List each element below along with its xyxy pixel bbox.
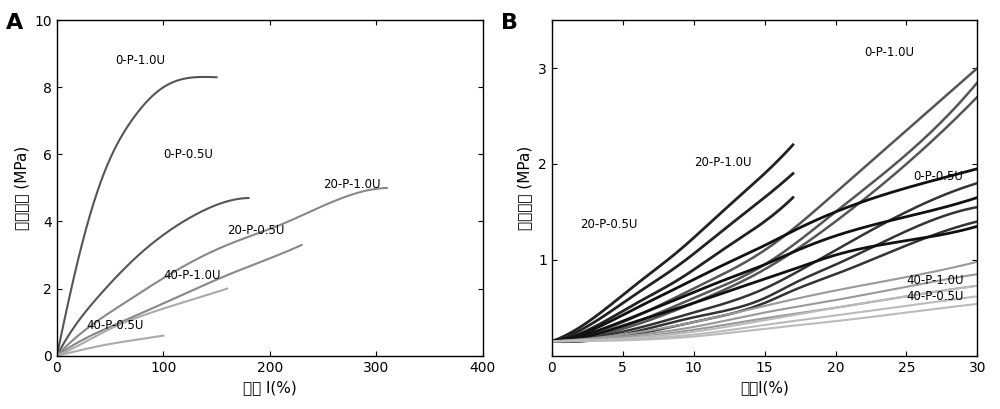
Text: 20-P-1.0U: 20-P-1.0U	[694, 156, 751, 169]
X-axis label: 形变l(%): 形变l(%)	[740, 380, 789, 395]
Text: A: A	[6, 13, 23, 34]
Text: 40-P-1.0U: 40-P-1.0U	[906, 274, 964, 287]
Text: 40-P-0.5U: 40-P-0.5U	[87, 319, 144, 332]
Text: B: B	[501, 13, 518, 34]
Text: 40-P-0.5U: 40-P-0.5U	[906, 290, 964, 303]
Y-axis label: 拉伸强度 (MPa): 拉伸强度 (MPa)	[14, 146, 29, 230]
Y-axis label: 拉伸强度 (MPa): 拉伸强度 (MPa)	[517, 146, 532, 230]
Text: 20-P-0.5U: 20-P-0.5U	[227, 224, 285, 236]
Text: 40-P-1.0U: 40-P-1.0U	[163, 269, 221, 282]
Text: 20-P-0.5U: 20-P-0.5U	[580, 218, 638, 231]
Text: 0-P-0.5U: 0-P-0.5U	[163, 148, 213, 161]
Text: 0-P-0.5U: 0-P-0.5U	[914, 170, 963, 183]
X-axis label: 形变 l(%): 形变 l(%)	[243, 380, 297, 395]
Text: 20-P-1.0U: 20-P-1.0U	[323, 178, 380, 191]
Text: 0-P-1.0U: 0-P-1.0U	[864, 45, 914, 58]
Text: 0-P-1.0U: 0-P-1.0U	[115, 54, 165, 67]
